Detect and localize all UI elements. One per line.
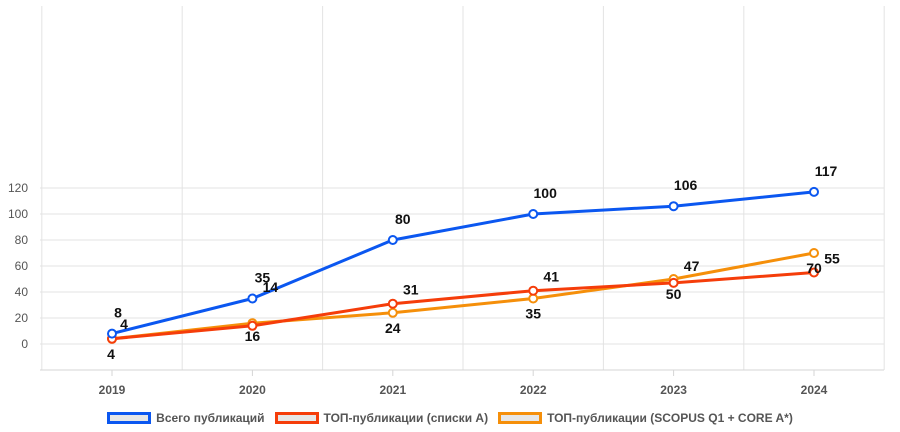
series-line xyxy=(111,251,815,341)
data-label: 47 xyxy=(684,258,700,274)
legend-label: Всего публикаций xyxy=(156,411,265,425)
x-tick-label: 2021 xyxy=(379,383,406,397)
data-point[interactable] xyxy=(107,328,117,339)
legend-swatch xyxy=(498,412,543,424)
data-label: 50 xyxy=(666,286,682,302)
x-tick-label: 2019 xyxy=(99,383,126,397)
legend-label: ТОП-публикации (SCOPUS Q1 + CORE A*) xyxy=(547,411,793,425)
data-label: 14 xyxy=(263,279,279,295)
series-lines xyxy=(107,186,819,344)
y-tick-label: 100 xyxy=(8,207,28,221)
y-tick-label: 80 xyxy=(15,233,29,247)
y-tick-label: 60 xyxy=(15,259,29,273)
legend-item[interactable]: ТОП-публикации (списки А) xyxy=(274,411,489,425)
data-point[interactable] xyxy=(387,235,398,245)
x-tick-label: 2020 xyxy=(239,383,266,397)
data-label: 4 xyxy=(120,316,128,332)
data-label: 100 xyxy=(534,185,558,201)
data-label: 41 xyxy=(543,269,559,285)
legend-item[interactable]: ТОП-публикации (SCOPUS Q1 + CORE A*) xyxy=(498,411,793,425)
data-point[interactable] xyxy=(809,267,819,278)
data-point[interactable] xyxy=(247,293,258,304)
legend-swatch xyxy=(274,412,319,424)
axis-tick-labels: 0 20 40 60 80 100 120 2019 2020 2021 2022 2023 2024 xyxy=(8,181,828,397)
x-tick-label: 2023 xyxy=(660,383,687,397)
data-labels: 8 35 80 100 106 117 4 14 31 41 47 55 4 16 24 35 50 70 xyxy=(107,163,840,362)
chart-legend: Всего публикаций ТОП-публикации (списки А… xyxy=(0,404,900,432)
series-line xyxy=(111,271,815,341)
x-tick-label: 2022 xyxy=(520,383,547,397)
data-label: 24 xyxy=(385,320,401,336)
series-line xyxy=(111,190,815,336)
data-label: 70 xyxy=(806,260,822,276)
data-label: 117 xyxy=(815,163,838,179)
data-label: 35 xyxy=(525,306,541,322)
data-point[interactable] xyxy=(668,201,679,212)
data-point[interactable] xyxy=(528,209,539,219)
data-label: 31 xyxy=(403,282,419,298)
data-label: 8 xyxy=(114,305,122,321)
y-tick-label: 120 xyxy=(8,181,28,195)
data-point[interactable] xyxy=(387,307,398,318)
data-point[interactable] xyxy=(387,298,398,309)
data-point[interactable] xyxy=(247,320,258,331)
legend-label: ТОП-публикации (списки А) xyxy=(323,411,489,425)
legend-item[interactable]: Всего публикаций xyxy=(107,411,265,425)
data-label: 4 xyxy=(107,346,115,362)
data-label: 80 xyxy=(395,211,411,227)
data-point[interactable] xyxy=(668,277,679,288)
y-tick-label: 20 xyxy=(15,311,29,325)
y-tick-label: 0 xyxy=(21,337,28,351)
data-point[interactable] xyxy=(809,248,819,258)
y-tick-label: 40 xyxy=(15,285,29,299)
data-label: 106 xyxy=(674,177,698,193)
legend-swatch xyxy=(107,412,152,424)
data-label: 16 xyxy=(245,328,261,344)
data-label: 35 xyxy=(255,270,271,286)
data-point[interactable] xyxy=(528,285,539,296)
x-tick-label: 2024 xyxy=(801,383,828,397)
data-point[interactable] xyxy=(809,186,819,197)
data-label: 55 xyxy=(824,251,840,267)
grid-lines xyxy=(40,6,885,376)
